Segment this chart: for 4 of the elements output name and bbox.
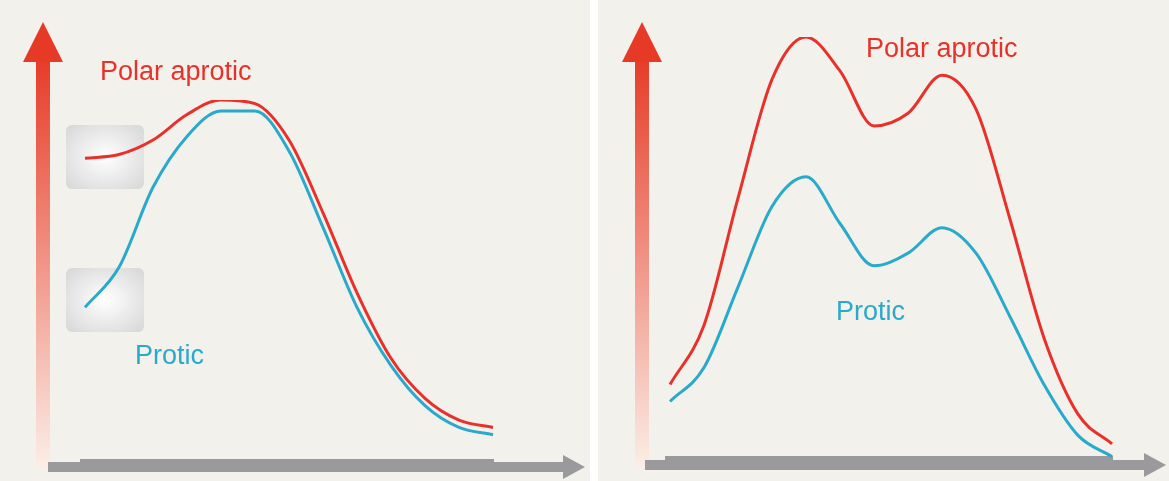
- series-label: Polar aprotic: [866, 33, 1018, 64]
- text: Protic: [135, 340, 205, 371]
- series-label: Polar aprotic: [100, 56, 252, 87]
- series-label: Protic: [836, 296, 906, 327]
